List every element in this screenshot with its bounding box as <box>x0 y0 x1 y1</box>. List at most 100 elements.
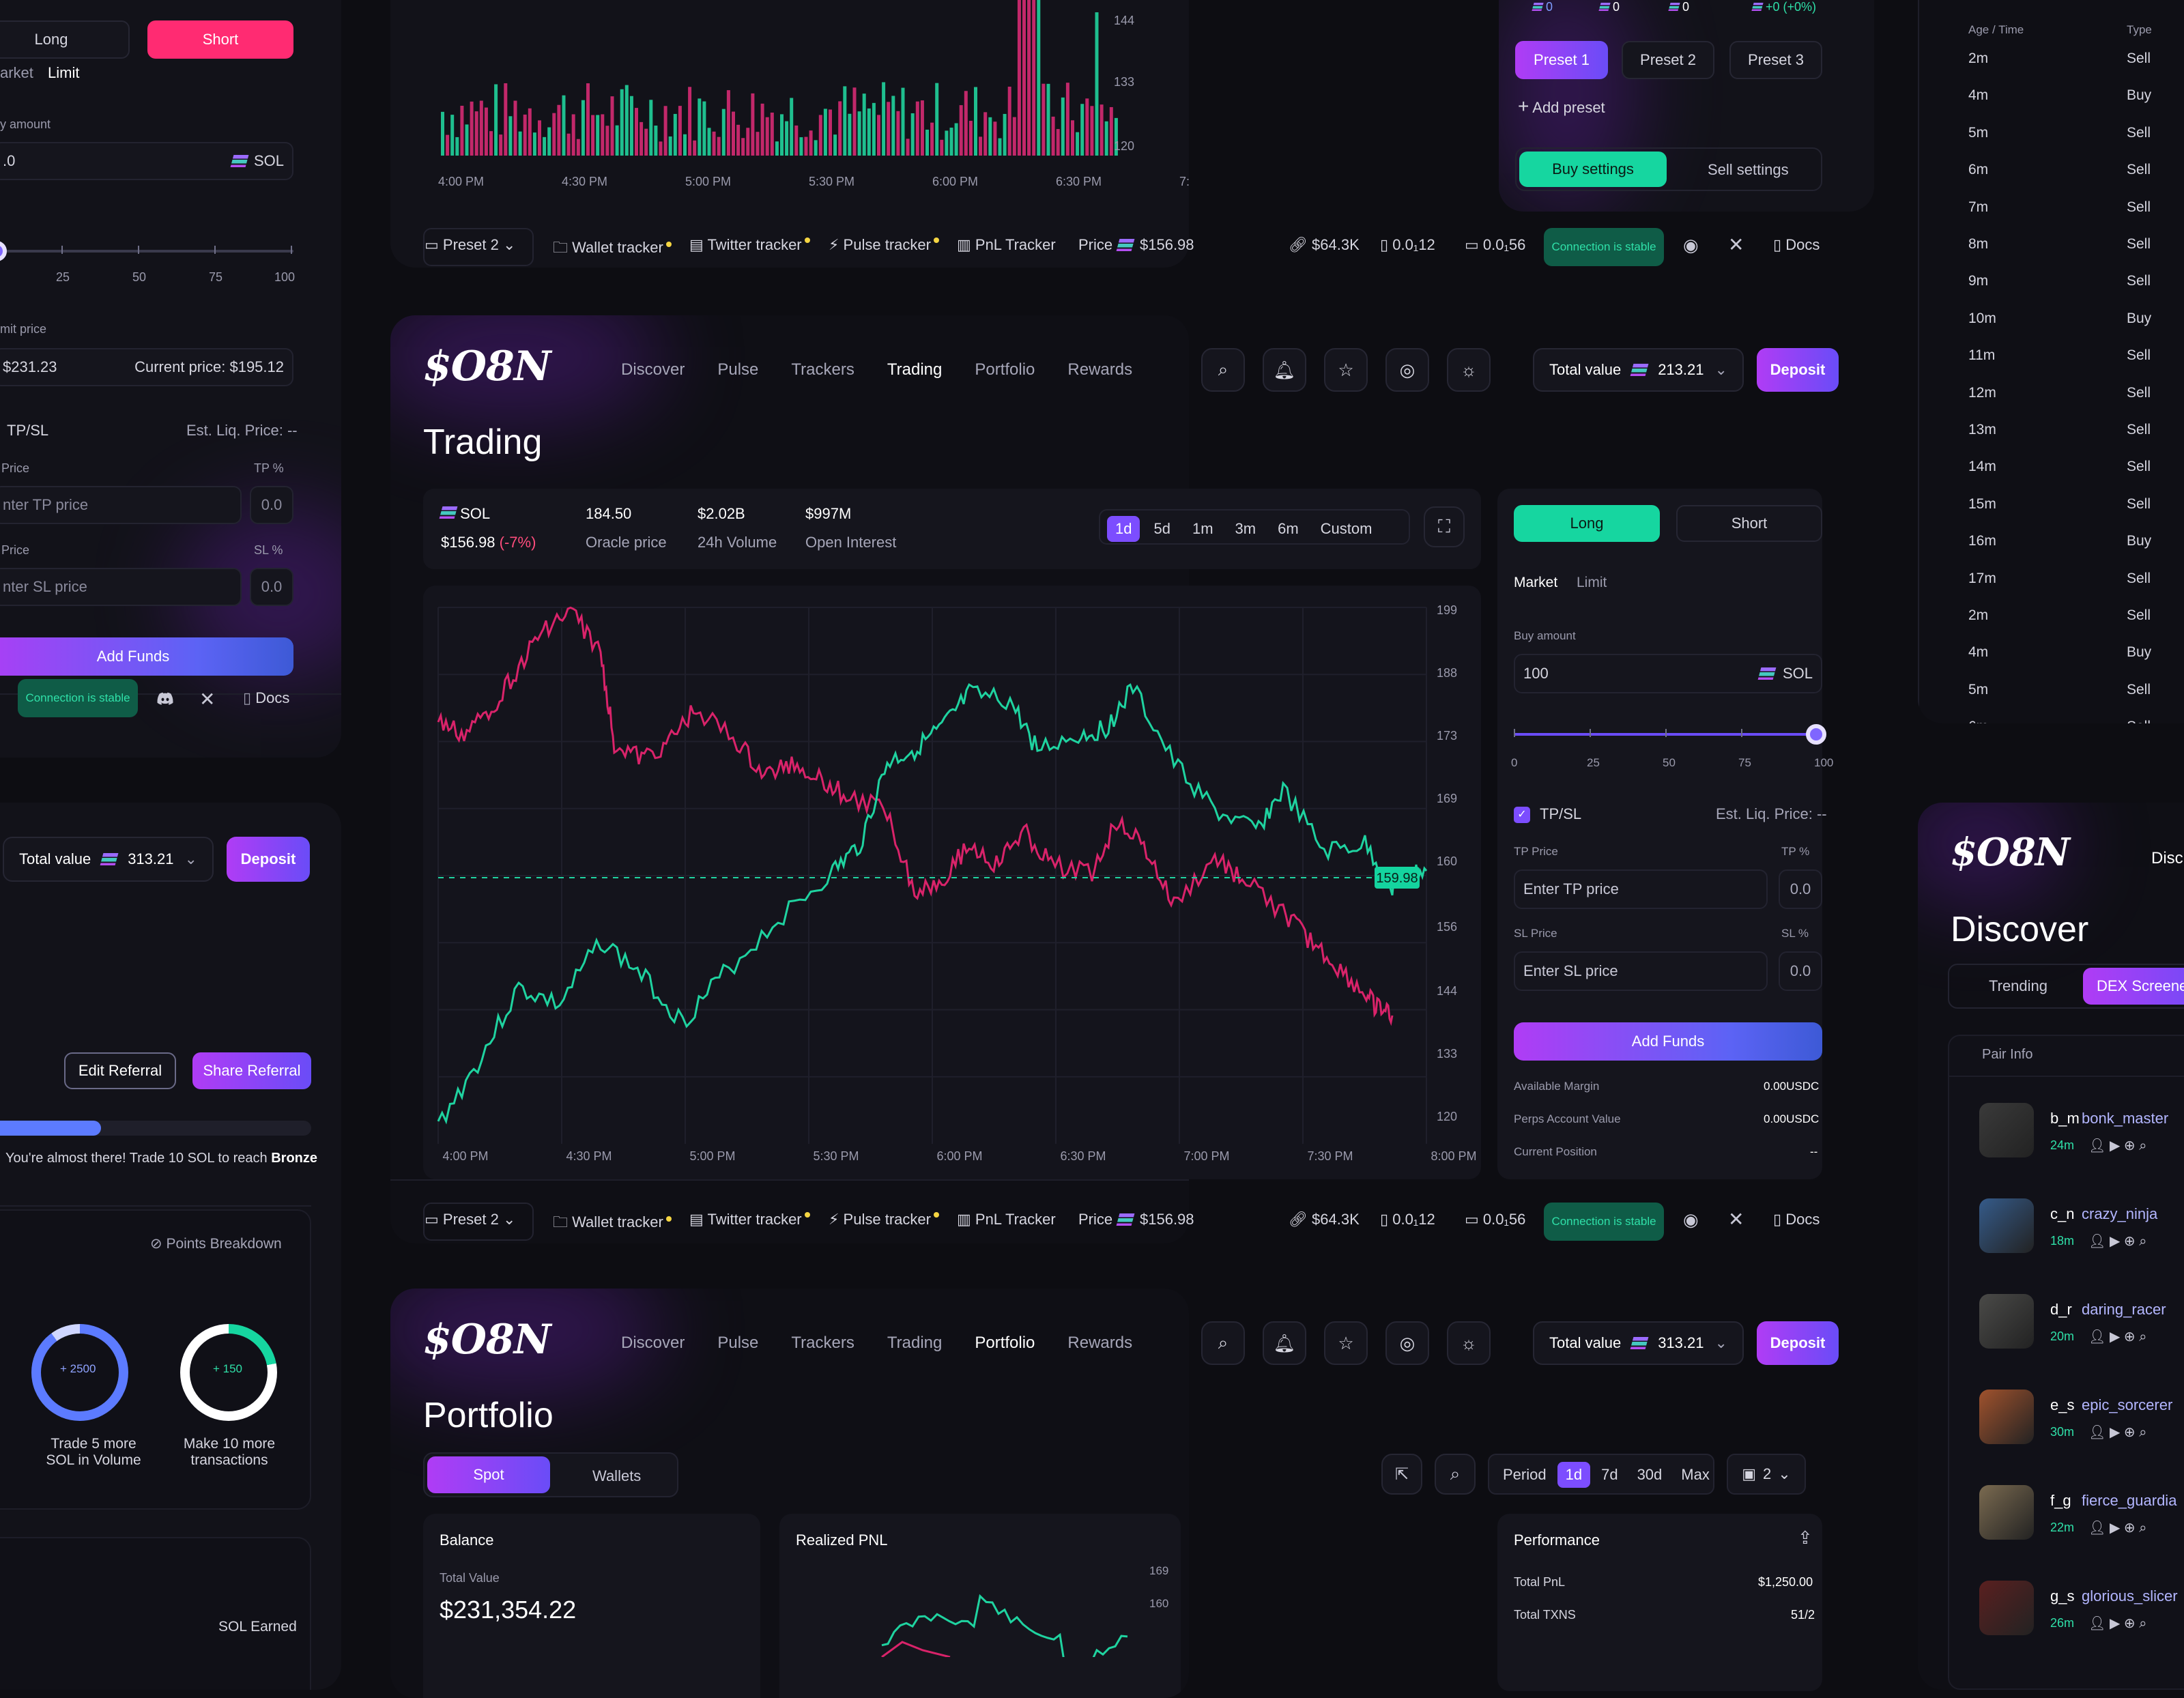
buy-amount-field[interactable]: 100 SOL <box>1514 654 1822 693</box>
short-tab[interactable]: Short <box>147 20 293 59</box>
brand-logo[interactable]: $O8N <box>423 1316 551 1364</box>
nav-rewards[interactable]: Rewards <box>1067 360 1133 379</box>
user-button[interactable]: ◎ <box>1385 1321 1429 1365</box>
preset-select[interactable]: ▭ Preset 2 ⌄ <box>425 1211 516 1228</box>
buy-amount-field[interactable]: .0 SOL <box>0 142 293 180</box>
nav-portfolio[interactable]: Portfolio <box>975 1334 1035 1352</box>
tpsl-checkbox[interactable]: ✓ <box>1514 807 1530 823</box>
pair-name[interactable]: crazy_ninja <box>2082 1205 2158 1222</box>
limit-tab[interactable]: Limit <box>48 64 80 81</box>
tab-spot[interactable]: Spot <box>427 1456 550 1493</box>
sl-input[interactable]: Enter SL price <box>1514 951 1768 991</box>
nav-pulse[interactable]: Pulse <box>717 1334 759 1352</box>
pair-name[interactable]: epic_sorcerer <box>2082 1396 2173 1413</box>
nav-trading[interactable]: Trading <box>887 360 943 379</box>
preset-1-button[interactable]: Preset 1 <box>1515 41 1608 79</box>
search-button[interactable]: ⌕ <box>1201 1321 1245 1365</box>
discord-icon[interactable]: ◉ <box>1683 1209 1699 1230</box>
nav-trackers[interactable]: Trackers <box>791 360 854 379</box>
brand-logo[interactable]: $O8N <box>423 343 551 390</box>
upload-icon[interactable]: ⇪ <box>1798 1527 1813 1548</box>
sl-pct-input[interactable]: 0.0 <box>1779 951 1822 991</box>
amount-slider[interactable] <box>1514 733 1814 736</box>
discord-icon[interactable] <box>156 689 175 708</box>
nav-rewards[interactable]: Rewards <box>1067 1334 1133 1352</box>
docs-link[interactable]: ▯ Docs <box>243 689 289 707</box>
share-button[interactable]: ⇱ <box>1381 1454 1422 1495</box>
sl-pct-input[interactable]: 0.0 <box>250 568 293 606</box>
pnl-tracker[interactable]: ▥ PnL Tracker <box>957 1211 1056 1228</box>
x-icon[interactable]: ✕ <box>1728 1209 1744 1230</box>
edit-referral-button[interactable]: Edit Referral <box>64 1052 176 1089</box>
total-value-button[interactable]: Total value 313.21 ⌄ <box>1533 1321 1744 1365</box>
slider-knob[interactable] <box>1806 724 1826 745</box>
deposit-button[interactable]: Deposit <box>1757 348 1839 392</box>
nav-discover[interactable]: Discover <box>621 1334 685 1352</box>
nav-trackers[interactable]: Trackers <box>791 1334 854 1352</box>
pair-avatar[interactable] <box>1979 1485 2034 1540</box>
nav-pulse[interactable]: Pulse <box>717 360 759 379</box>
period-30d[interactable]: 30d <box>1637 1466 1663 1483</box>
tpsl-toggle[interactable]: TP/SL <box>7 422 49 439</box>
sell-settings-button[interactable]: Sell settings <box>1708 161 1789 178</box>
long-tab[interactable]: Long <box>0 20 130 59</box>
tf-3m[interactable]: 3m <box>1235 520 1256 537</box>
pair-name[interactable]: bonk_master <box>2082 1110 2169 1127</box>
sun-button[interactable]: ☼ <box>1447 348 1491 392</box>
tf-1m[interactable]: 1m <box>1192 520 1213 537</box>
pulse-tracker[interactable]: ⚡︎ Pulse tracker <box>829 1211 939 1228</box>
amount-slider[interactable] <box>0 250 293 253</box>
pair-avatar[interactable] <box>1979 1581 2034 1635</box>
twitter-tracker[interactable]: ▤ Twitter tracker <box>689 236 810 254</box>
nav-trading[interactable]: Trading <box>887 1334 943 1352</box>
points-breakdown[interactable]: ⊘ Points Breakdown <box>150 1236 282 1252</box>
search-button[interactable]: ⌕ <box>1201 348 1245 392</box>
preset-3-button[interactable]: Preset 3 <box>1729 41 1822 79</box>
add-funds-button[interactable]: Add Funds <box>1514 1022 1822 1061</box>
tp-pct-input[interactable]: 0.0 <box>250 486 293 524</box>
pair-name[interactable]: fierce_guardia <box>2082 1492 2177 1509</box>
tp-pct-input[interactable]: 0.0 <box>1779 869 1822 909</box>
limit-tab[interactable]: Limit <box>1577 575 1607 590</box>
user-button[interactable]: ◎ <box>1385 348 1429 392</box>
total-value-button[interactable]: Total value 213.21 ⌄ <box>1533 348 1744 392</box>
pair-name[interactable]: daring_racer <box>2082 1301 2166 1318</box>
pulse-tracker[interactable]: ⚡︎ Pulse tracker <box>829 236 939 254</box>
nav-discover[interactable]: Discover <box>621 360 685 379</box>
sun-button[interactable]: ☼ <box>1447 1321 1491 1365</box>
add-preset-button[interactable]: + Add preset <box>1518 96 1605 117</box>
market-tab[interactable]: arket <box>0 64 33 81</box>
nav-portfolio[interactable]: Portfolio <box>975 360 1035 379</box>
slider-knob[interactable] <box>0 241 7 261</box>
total-value-button[interactable]: Total value 313.21 ⌄ <box>3 837 214 882</box>
preset-2-button[interactable]: Preset 2 <box>1622 41 1714 79</box>
limit-price-field[interactable]: $231.23 Current price: $195.12 <box>0 348 293 386</box>
long-tab[interactable]: Long <box>1514 505 1660 542</box>
pair-avatar[interactable] <box>1979 1390 2034 1444</box>
pair-name[interactable]: glorious_slicer <box>2082 1587 2178 1605</box>
bell-button[interactable]: 🔔︎ <box>1263 1321 1306 1365</box>
period-max[interactable]: Max <box>1681 1466 1710 1483</box>
tf-5d[interactable]: 5d <box>1153 520 1170 537</box>
star-button[interactable]: ☆ <box>1324 1321 1368 1365</box>
wallet-count-select[interactable]: ▣ 2 ⌄ <box>1727 1454 1806 1495</box>
deposit-button[interactable]: Deposit <box>1757 1321 1839 1365</box>
tab-dex-screener[interactable]: DEX Screene <box>2083 968 2184 1005</box>
docs-link[interactable]: ▯ Docs <box>1773 1211 1820 1228</box>
x-icon[interactable]: ✕ <box>199 689 216 710</box>
buy-settings-button[interactable]: Buy settings <box>1519 152 1667 187</box>
preset-select[interactable]: ▭ Preset 2 ⌄ <box>425 236 516 253</box>
x-icon[interactable]: ✕ <box>1728 234 1744 255</box>
add-funds-button[interactable]: Add Funds <box>0 637 293 676</box>
tf-custom[interactable]: Custom <box>1320 520 1373 537</box>
wallet-tracker[interactable]: 🗀︎ Wallet tracker <box>553 236 672 262</box>
fullscreen-button[interactable]: ⛶ <box>1424 506 1465 547</box>
share-referral-button[interactable]: Share Referral <box>192 1052 311 1089</box>
tp-input[interactable]: Enter TP price <box>1514 869 1768 909</box>
period-1d[interactable]: 1d <box>1557 1462 1591 1488</box>
pair-avatar[interactable] <box>1979 1103 2034 1157</box>
discord-icon[interactable]: ◉ <box>1683 235 1699 255</box>
sl-input[interactable]: nter SL price <box>0 568 242 606</box>
market-tab[interactable]: Market <box>1514 575 1558 590</box>
wallet-tracker[interactable]: 🗀︎ Wallet tracker <box>553 1211 672 1237</box>
